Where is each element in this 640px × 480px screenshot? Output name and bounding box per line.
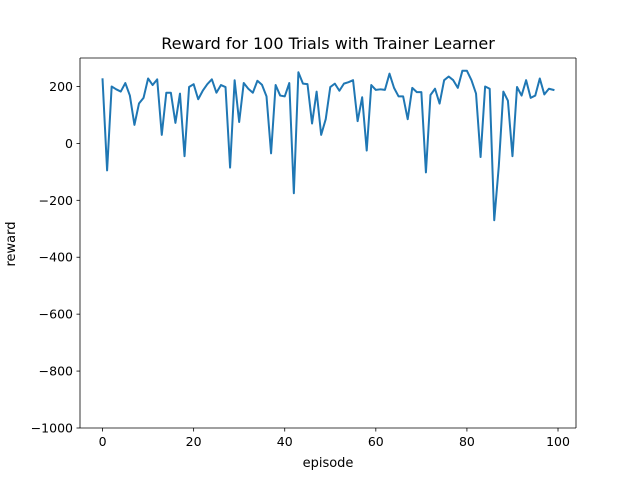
x-tick-label: 60 [368,434,384,449]
x-tick-label: 20 [186,434,202,449]
x-tick-label: 80 [459,434,475,449]
y-tick-label: −800 [39,364,73,379]
y-tick-label: 200 [49,79,73,94]
x-tick-label: 0 [99,434,107,449]
y-tick-label: −400 [39,250,73,265]
plot-area: 0 20 40 60 80 100 −1000 −800 −600 −400 −200 0 200 [31,57,577,449]
y-axis-label: reward [4,221,19,266]
chart-title: Reward for 100 Trials with Trainer Learn… [161,34,495,53]
y-tick-label: −1000 [31,421,73,436]
x-axis-label: episode [303,456,354,471]
y-tick-label: −200 [39,193,73,208]
y-tick-label: 0 [65,136,73,151]
x-tick-label: 100 [546,434,570,449]
series-line-0 [101,69,555,222]
y-tick-label: −600 [39,307,73,322]
x-tick-label: 40 [277,434,293,449]
